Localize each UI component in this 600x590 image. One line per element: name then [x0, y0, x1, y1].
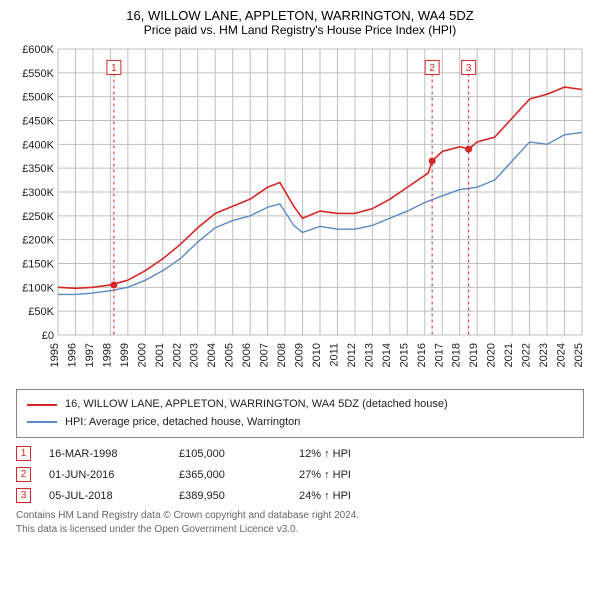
transaction-date: 01-JUN-2016 [49, 469, 179, 481]
svg-text:2011: 2011 [328, 343, 340, 367]
svg-text:2005: 2005 [224, 343, 236, 367]
svg-text:2004: 2004 [206, 343, 218, 367]
svg-text:2012: 2012 [346, 343, 358, 367]
transaction-date: 16-MAR-1998 [49, 448, 179, 460]
svg-text:£0: £0 [42, 330, 54, 342]
chart-plot: £0 £50K £100K £150K £200K £250K £300K £350K £400… [10, 43, 590, 383]
svg-text:2009: 2009 [294, 343, 306, 367]
svg-text:£50K: £50K [28, 306, 54, 318]
svg-text:2023: 2023 [538, 343, 550, 367]
svg-text:2: 2 [429, 63, 435, 74]
legend-row-series2: HPI: Average price, detached house, Warr… [27, 414, 573, 432]
transactions-table: 1 16-MAR-1998 £105,000 12% ↑ HPI 2 01-JU… [16, 446, 584, 503]
svg-text:£100K: £100K [22, 282, 54, 294]
svg-text:2021: 2021 [503, 343, 515, 367]
svg-text:£150K: £150K [22, 259, 54, 271]
transaction-row: 1 16-MAR-1998 £105,000 12% ↑ HPI [16, 446, 584, 461]
transaction-marker-2: 2 [16, 467, 31, 482]
transaction-price: £105,000 [179, 448, 299, 460]
transaction-price: £365,000 [179, 469, 299, 481]
transaction-row: 3 05-JUL-2018 £389,950 24% ↑ HPI [16, 488, 584, 503]
svg-text:2010: 2010 [311, 343, 323, 367]
svg-text:1: 1 [111, 63, 117, 74]
legend-swatch-series2 [27, 421, 57, 423]
svg-text:2016: 2016 [416, 343, 428, 367]
svg-text:£550K: £550K [22, 68, 54, 80]
chart-subtitle: Price paid vs. HM Land Registry's House … [10, 23, 590, 37]
svg-text:£200K: £200K [22, 235, 54, 247]
chart-container: 16, WILLOW LANE, APPLETON, WARRINGTON, W… [0, 0, 600, 543]
transaction-delta: 24% ↑ HPI [299, 490, 389, 502]
svg-text:2019: 2019 [468, 343, 480, 367]
attribution-line2: This data is licensed under the Open Gov… [16, 523, 584, 537]
chart-svg: £0 £50K £100K £150K £200K £250K £300K £350K £400… [10, 43, 590, 383]
transaction-row: 2 01-JUN-2016 £365,000 27% ↑ HPI [16, 467, 584, 482]
svg-text:2025: 2025 [573, 343, 585, 367]
svg-text:2015: 2015 [398, 343, 410, 367]
transaction-delta: 12% ↑ HPI [299, 448, 389, 460]
legend-label-series2: HPI: Average price, detached house, Warr… [65, 414, 300, 432]
attribution-line1: Contains HM Land Registry data © Crown c… [16, 509, 584, 523]
chart-title: 16, WILLOW LANE, APPLETON, WARRINGTON, W… [10, 8, 590, 23]
svg-text:1998: 1998 [101, 343, 113, 367]
svg-text:1995: 1995 [49, 343, 61, 367]
svg-text:£600K: £600K [22, 44, 54, 56]
svg-text:2006: 2006 [241, 343, 253, 367]
transaction-price: £389,950 [179, 490, 299, 502]
svg-text:2003: 2003 [189, 343, 201, 367]
transaction-marker-3: 3 [16, 488, 31, 503]
svg-text:£400K: £400K [22, 139, 54, 151]
svg-text:£250K: £250K [22, 211, 54, 223]
transaction-marker-1: 1 [16, 446, 31, 461]
svg-text:2024: 2024 [556, 343, 568, 367]
svg-text:2000: 2000 [136, 343, 148, 367]
svg-text:2020: 2020 [486, 343, 498, 367]
svg-text:3: 3 [466, 63, 472, 74]
legend-label-series1: 16, WILLOW LANE, APPLETON, WARRINGTON, W… [65, 396, 448, 414]
svg-text:2018: 2018 [451, 343, 463, 367]
svg-text:£450K: £450K [22, 116, 54, 128]
svg-text:1997: 1997 [84, 343, 96, 367]
svg-text:2017: 2017 [433, 343, 445, 367]
svg-text:2013: 2013 [363, 343, 375, 367]
legend: 16, WILLOW LANE, APPLETON, WARRINGTON, W… [16, 389, 584, 438]
svg-text:2002: 2002 [171, 343, 183, 367]
svg-text:£350K: £350K [22, 163, 54, 175]
transaction-delta: 27% ↑ HPI [299, 469, 389, 481]
legend-row-series1: 16, WILLOW LANE, APPLETON, WARRINGTON, W… [27, 396, 573, 414]
svg-text:£300K: £300K [22, 187, 54, 199]
svg-text:2007: 2007 [259, 343, 271, 367]
svg-text:2001: 2001 [154, 343, 166, 367]
svg-text:2022: 2022 [521, 343, 533, 367]
svg-text:1996: 1996 [66, 343, 78, 367]
svg-text:1999: 1999 [119, 343, 131, 367]
legend-swatch-series1 [27, 404, 57, 406]
svg-text:£500K: £500K [22, 92, 54, 104]
transaction-date: 05-JUL-2018 [49, 490, 179, 502]
svg-text:2008: 2008 [276, 343, 288, 367]
svg-text:2014: 2014 [381, 343, 393, 367]
